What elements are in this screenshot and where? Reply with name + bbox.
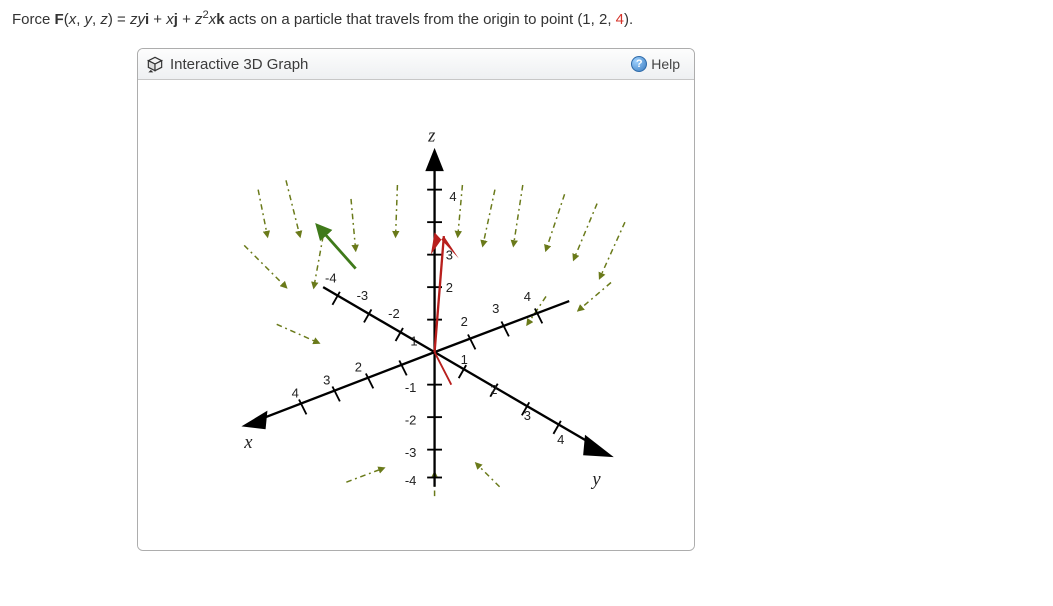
- txt: +: [149, 11, 166, 28]
- x-axis: 2 3 4 1 2 3 4 x: [241, 289, 569, 453]
- svg-text:-1: -1: [405, 380, 417, 395]
- svg-text:4: 4: [449, 189, 456, 204]
- x-tick-2: 2: [355, 360, 362, 375]
- y-tick-1: 1: [461, 352, 468, 367]
- problem-statement: Force F(x, y, z) = zyi + xj + z2xk acts …: [12, 8, 1041, 30]
- negx-tick-4: 4: [524, 289, 531, 304]
- txt: Force: [12, 11, 55, 28]
- txt: ).: [624, 11, 633, 28]
- negx-tick-3: 3: [492, 301, 499, 316]
- help-icon: ?: [631, 56, 647, 72]
- y-tick-2: 2: [490, 382, 497, 397]
- graph-canvas[interactable]: 2 3 4 -1 -2 -3 -4 z: [138, 80, 694, 550]
- term-z: z: [195, 11, 203, 28]
- negx-tick-2: 2: [461, 314, 468, 329]
- svg-text:-3: -3: [357, 288, 369, 303]
- term-zy: zy: [130, 11, 145, 28]
- txt: ) =: [108, 11, 130, 28]
- unit-k: k: [216, 11, 224, 28]
- svg-text:2: 2: [446, 280, 453, 295]
- graph-header: Interactive 3D Graph ? Help: [138, 49, 694, 80]
- txt: acts on a particle that travels from the…: [225, 11, 616, 28]
- svg-text:-2: -2: [388, 306, 400, 321]
- svg-text:-4: -4: [325, 271, 337, 286]
- y-axis-label: y: [590, 469, 601, 490]
- x-axis-label: x: [243, 432, 253, 453]
- x-tick-3: 3: [323, 373, 330, 388]
- txt: +: [178, 11, 195, 28]
- y-tick-3: 3: [524, 408, 531, 423]
- svg-text:-2: -2: [405, 413, 417, 428]
- help-label: Help: [651, 56, 680, 72]
- y-axis: 1 2 3 4 -2 -3 -4 y: [323, 271, 614, 490]
- force-symbol: F: [55, 11, 64, 28]
- txt: ,: [76, 11, 84, 28]
- svg-text:-4: -4: [405, 473, 417, 488]
- z-axis: 2 3 4 -1 -2 -3 -4 z: [405, 125, 457, 488]
- y-tick-4: 4: [557, 432, 564, 447]
- help-button[interactable]: ? Help: [627, 55, 684, 73]
- graph-title: Interactive 3D Graph: [170, 56, 308, 73]
- var-y: y: [85, 11, 93, 28]
- red-value: 4: [616, 11, 624, 28]
- x-tick-4: 4: [292, 386, 299, 401]
- term-x: x: [166, 11, 174, 28]
- graph-widget: Interactive 3D Graph ? Help: [137, 48, 695, 551]
- cube-3d-icon[interactable]: [144, 53, 166, 75]
- var-z: z: [100, 11, 108, 28]
- svg-text:-3: -3: [405, 445, 417, 460]
- svg-text:z: z: [427, 125, 435, 146]
